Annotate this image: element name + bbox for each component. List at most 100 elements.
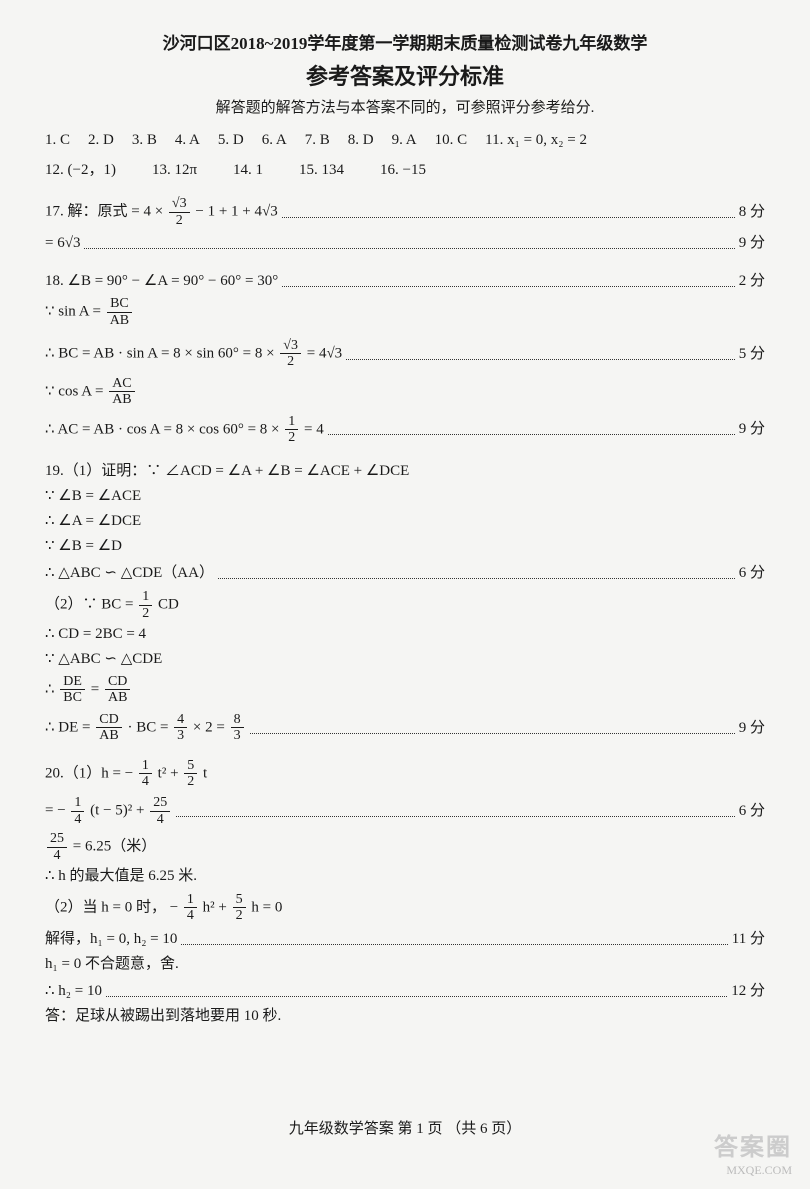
frac-num: 1 — [71, 795, 84, 811]
frac-den: 4 — [71, 812, 84, 827]
dotted-leader — [181, 933, 727, 945]
header-note: 解答题的解答方法与本答案不同的，可参照评分参考给分. — [45, 96, 765, 120]
watermark-small: MXQE.COM — [714, 1163, 792, 1177]
score: 9 分 — [739, 231, 765, 255]
answer-item: 16. −15 — [380, 158, 426, 182]
score: 9 分 — [739, 716, 765, 740]
frac-den: AB — [107, 313, 132, 328]
frac-den: AB — [109, 392, 134, 407]
answers-row-2: 12. (−2，1)13. 12π14. 115. 13416. −15 — [45, 158, 765, 182]
p17-line1-post: − 1 + 1 + 4√3 — [195, 204, 277, 220]
p20-line2-mid1: (t − 5)² + — [90, 803, 144, 819]
frac-num: √3 — [169, 196, 190, 212]
p19-line10-mid1: · BC = — [127, 719, 168, 735]
p20-line4: ∴ h 的最大值是 6.25 米. — [45, 864, 197, 888]
frac-den: AB — [96, 728, 121, 743]
answer-item: 4. A — [175, 128, 200, 152]
frac-den: 2 — [184, 774, 197, 789]
dotted-leader — [282, 206, 735, 218]
page-footer: 九年级数学答案 第 1 页 （共 6 页） — [0, 1117, 810, 1141]
frac-den: 4 — [51, 848, 64, 863]
p20-line1-pre: 20.（1）h = − — [45, 765, 133, 781]
score: 2 分 — [739, 269, 765, 293]
answer-item: 8. D — [348, 128, 374, 152]
p19-line6-pre: （2）∵ BC = — [45, 597, 133, 613]
p18-line3: ∴ BC = AB · sin A = 8 × sin 60° = 8 × √3… — [45, 338, 342, 370]
p20-line9: 答：足球从被踢出到落地要用 10 秒. — [45, 1004, 281, 1028]
p20-line7: h₁ = 0 不合题意，舍. — [45, 952, 179, 976]
p18-line5-post: = 4 — [304, 421, 324, 437]
problem-18: 18. ∠B = 90° − ∠A = 90° − 60° = 30° 2 分 … — [45, 269, 765, 445]
dotted-leader — [282, 275, 735, 287]
p18-line5-pre: ∴ AC = AB · cos A = 8 × cos 60° = 8 × — [45, 421, 280, 437]
dotted-leader — [250, 722, 735, 734]
p17-line2: = 6√3 — [45, 231, 80, 255]
frac-den: 2 — [233, 908, 246, 923]
answers-row-1: 1. C2. D3. B4. A5. D6. A7. B8. D9. A10. … — [45, 128, 765, 152]
p20-line6: 解得，h₁ = 0, h₂ = 10 — [45, 927, 177, 951]
p20-line1-mid1: t² + — [158, 765, 179, 781]
answer-item: 10. C — [435, 128, 468, 152]
p19-line2: ∵ ∠B = ∠ACE — [45, 484, 141, 508]
frac-den: 4 — [139, 774, 152, 789]
score: 8 分 — [739, 200, 765, 224]
answer-item: 14. 1 — [233, 158, 263, 182]
frac-num: 1 — [139, 758, 152, 774]
frac-num: 1 — [139, 589, 152, 605]
p19-line8: ∵ △ABC ∽ △CDE — [45, 647, 162, 671]
p19-line5: ∴ △ABC ∽ △CDE（AA） — [45, 561, 214, 585]
frac-den: 3 — [174, 728, 187, 743]
dotted-leader — [346, 348, 735, 360]
p20-line5-pre: （2）当 h = 0 时， − — [45, 899, 178, 915]
p20-line8: ∴ h₂ = 10 — [45, 979, 102, 1003]
answer-item: 2. D — [88, 128, 114, 152]
p18-line3-post: = 4√3 — [307, 345, 342, 361]
frac-num: 25 — [150, 795, 170, 811]
answer-item: 15. 134 — [299, 158, 344, 182]
problem-17: 17. 解：原式 = 4 × √32 − 1 + 1 + 4√3 8 分 = 6… — [45, 196, 765, 255]
p18-line1: 18. ∠B = 90° − ∠A = 90° − 60° = 30° — [45, 269, 278, 293]
frac-num: 5 — [233, 892, 246, 908]
p19-line10: ∴ DE = CDAB · BC = 43 × 2 = 83 — [45, 712, 246, 744]
p18-line2: ∵ sin A = BCAB — [45, 296, 134, 328]
document-header: 沙河口区2018~2019学年度第一学期期末质量检测试卷九年级数学 参考答案及评… — [45, 30, 765, 120]
frac-den: AB — [105, 690, 130, 705]
watermark-big: 答案圈 — [714, 1134, 792, 1163]
p19-line10-pre: ∴ DE = — [45, 719, 91, 735]
frac-den: 4 — [154, 812, 167, 827]
p19-line7: ∴ CD = 2BC = 4 — [45, 622, 146, 646]
p20-line1: 20.（1）h = − 14 t² + 52 t — [45, 758, 207, 790]
p19-line10-mid2: × 2 = — [193, 719, 225, 735]
p18-line3-pre: ∴ BC = AB · sin A = 8 × sin 60° = 8 × — [45, 345, 275, 361]
answer-item: 3. B — [132, 128, 157, 152]
p20-line3: 254 = 6.25（米） — [45, 831, 156, 863]
problem-19: 19.（1）证明：∵ ∠ACD = ∠A + ∠B = ∠ACE + ∠DCE … — [45, 459, 765, 743]
frac-num: 1 — [184, 892, 197, 908]
answer-item: 12. (−2，1) — [45, 158, 116, 182]
answer-item: 7. B — [305, 128, 330, 152]
problem-20: 20.（1）h = − 14 t² + 52 t = − 14 (t − 5)²… — [45, 758, 765, 1028]
p19-line4: ∵ ∠B = ∠D — [45, 534, 122, 558]
frac-den: 4 — [184, 908, 197, 923]
p20-line5-post: h = 0 — [251, 899, 282, 915]
answer-item: 1. C — [45, 128, 70, 152]
dotted-leader — [176, 805, 734, 817]
frac-num: AC — [109, 376, 134, 392]
dotted-leader — [84, 237, 734, 249]
frac-num: 8 — [231, 712, 244, 728]
frac-num: 4 — [174, 712, 187, 728]
watermark: 答案圈 MXQE.COM — [714, 1134, 792, 1177]
frac-num: BC — [107, 296, 132, 312]
p19-line3: ∴ ∠A = ∠DCE — [45, 509, 141, 533]
frac-num: 5 — [184, 758, 197, 774]
answer-item: 9. A — [392, 128, 417, 152]
p18-line4: ∵ cos A = ACAB — [45, 376, 137, 408]
dotted-leader — [218, 567, 735, 579]
dotted-leader — [328, 423, 735, 435]
frac-den: 3 — [231, 728, 244, 743]
p19-line9-pre: ∴ — [45, 681, 55, 697]
frac-den: 2 — [285, 430, 298, 445]
p20-line5: （2）当 h = 0 时， − 14 h² + 52 h = 0 — [45, 892, 282, 924]
p20-line3-post: = 6.25（米） — [73, 839, 156, 855]
header-subtitle: 参考答案及评分标准 — [45, 59, 765, 94]
